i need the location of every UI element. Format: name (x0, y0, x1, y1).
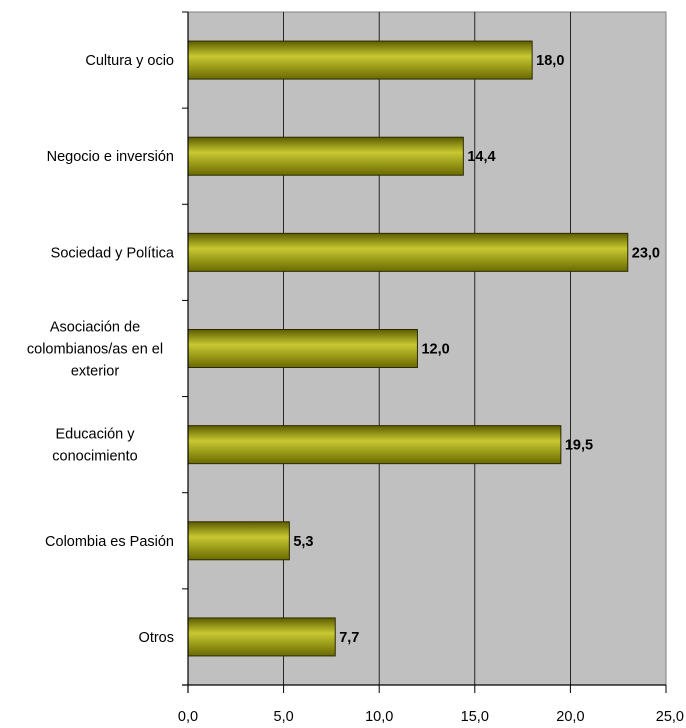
axes (182, 11, 667, 693)
bar (187, 232, 629, 272)
x-tick-label: 15,0 (461, 709, 489, 725)
category-label: Sociedad y Política (51, 245, 175, 261)
bar (187, 136, 464, 176)
bar (187, 425, 562, 465)
category-label: Negocio e inversión (47, 149, 174, 165)
x-tick-label: 5,0 (274, 709, 294, 725)
x-tick-label: 0,0 (178, 709, 198, 725)
category-label: Cultura y ocio (85, 53, 174, 69)
bars (187, 40, 629, 657)
category-label: Colombia es Pasión (45, 534, 174, 550)
x-tick-label: 25,0 (656, 709, 684, 725)
x-tick-label: 10,0 (365, 709, 393, 725)
bar (187, 521, 290, 561)
category-label: Educación y conocimiento (52, 427, 137, 465)
x-tick-label: 20,0 (556, 709, 584, 725)
data-label: 18,0 (536, 53, 564, 69)
data-label: 5,3 (293, 534, 313, 550)
category-label: Otros (139, 630, 174, 646)
bar (187, 40, 533, 80)
data-label: 14,4 (467, 149, 495, 165)
labels: 18,0 14,4 23,0 12,0 19,5 5,3 7,7 0,0 5,0 10,0 15,0… (27, 53, 684, 725)
bar (187, 329, 418, 368)
category-label: Asociación de colombianos/as en el exterio… (27, 320, 163, 380)
data-label: 19,5 (565, 438, 593, 454)
bar (187, 617, 336, 657)
data-label: 23,0 (632, 245, 660, 261)
data-label: 12,0 (421, 342, 449, 358)
data-label: 7,7 (339, 630, 359, 646)
